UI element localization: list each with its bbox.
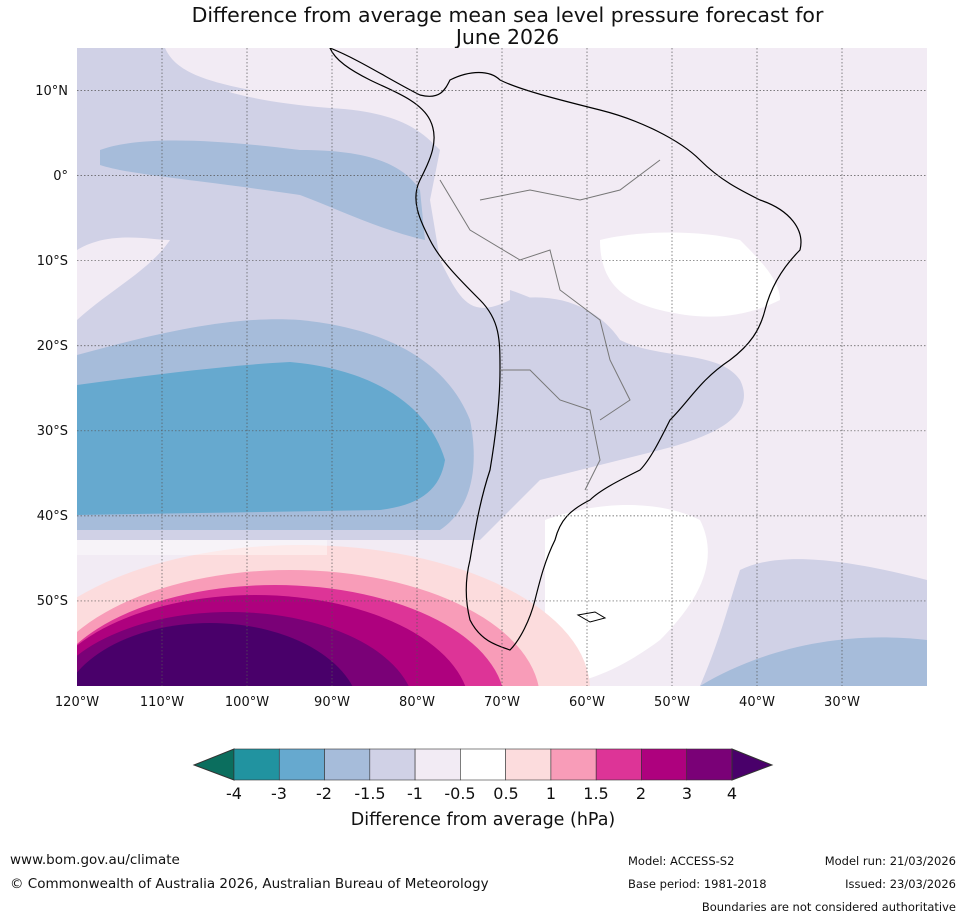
lon-label: 40°W bbox=[739, 695, 775, 710]
colorbar-cell bbox=[550, 748, 597, 781]
lon-label: 30°W bbox=[824, 695, 860, 710]
field-patch-a bbox=[77, 48, 250, 110]
colorbar-cell bbox=[686, 748, 733, 781]
field-brazil-neutral bbox=[600, 232, 780, 317]
colorbar-cell bbox=[505, 748, 552, 781]
field-neutral-strip bbox=[77, 540, 327, 555]
map-field bbox=[77, 48, 927, 686]
lat-label: 10°S bbox=[37, 254, 68, 269]
colorbar-tick: -4 bbox=[226, 784, 242, 803]
colorbar-tick: -3 bbox=[271, 784, 287, 803]
lon-label: 60°W bbox=[569, 695, 605, 710]
field-continent-neg bbox=[510, 290, 650, 440]
lon-label: 90°W bbox=[314, 695, 350, 710]
lon-label: 70°W bbox=[484, 695, 520, 710]
field-band-neg2-equator bbox=[100, 140, 425, 240]
lat-label: 20°S bbox=[37, 339, 68, 354]
lon-label: 50°W bbox=[654, 695, 690, 710]
lon-label: 100°W bbox=[225, 695, 269, 710]
longitude-labels: 120°W 110°W 100°W 90°W 80°W 70°W 60°W 50… bbox=[55, 695, 860, 710]
colorbar-ticks: -4 -3 -2 -1.5 -1 -0.5 0.5 1 1.5 2 3 4 bbox=[226, 784, 737, 803]
coastline-falklands bbox=[576, 611, 607, 623]
footer-base-period: Base period: 1981-2018 bbox=[628, 877, 767, 891]
colorbar-tick: -1.5 bbox=[354, 784, 385, 803]
lat-label: 30°S bbox=[37, 424, 68, 439]
lat-label: 50°S bbox=[37, 594, 68, 609]
title-line-1: Difference from average mean sea level p… bbox=[191, 3, 824, 27]
coastline-south-america bbox=[329, 48, 802, 651]
lat-label: 0° bbox=[53, 169, 68, 184]
colorbar-cell bbox=[324, 748, 371, 781]
field-atlantic-neutral bbox=[545, 505, 708, 686]
lon-label: 80°W bbox=[399, 695, 435, 710]
lon-label: 110°W bbox=[140, 695, 184, 710]
colorbar-tick: 3 bbox=[682, 784, 692, 803]
country-borders-south bbox=[500, 369, 601, 491]
country-borders bbox=[439, 179, 631, 421]
lat-label: 40°S bbox=[37, 509, 68, 524]
colorbar-title: Difference from average (hPa) bbox=[351, 810, 616, 830]
gridlines bbox=[77, 48, 927, 686]
colorbar-cell bbox=[278, 748, 325, 781]
footer-model-run: Model run: 21/03/2026 bbox=[824, 854, 956, 868]
colorbar-max-arrow bbox=[731, 748, 774, 781]
colorbar-tick: -2 bbox=[316, 784, 332, 803]
field-pos-4 bbox=[77, 623, 353, 686]
colorbar-tick: 4 bbox=[727, 784, 737, 803]
footer-disclaimer: Boundaries are not considered authoritat… bbox=[701, 900, 956, 914]
footer-url[interactable]: www.bom.gov.au/climate bbox=[10, 852, 180, 868]
field-band-neg3 bbox=[77, 362, 445, 515]
lon-label: 120°W bbox=[55, 695, 99, 710]
map-title: Difference from average mean sea level p… bbox=[0, 4, 965, 48]
colorbar-cell bbox=[641, 748, 688, 781]
footer-copyright: © Commonwealth of Australia 2026, Austra… bbox=[10, 876, 489, 892]
footer-issued: Issued: 23/03/2026 bbox=[845, 877, 956, 891]
colorbar-tick: 1.5 bbox=[583, 784, 608, 803]
field-patch-neg1 bbox=[77, 48, 170, 320]
colorbar-tick: 1 bbox=[546, 784, 556, 803]
colorbar-cell bbox=[595, 748, 642, 781]
colorbar-min-arrow bbox=[192, 748, 235, 781]
colorbar-tick: -1 bbox=[407, 784, 423, 803]
footer-model: Model: ACCESS-S2 bbox=[628, 854, 735, 868]
country-borders-north bbox=[479, 159, 661, 201]
colorbar-tick: 0.5 bbox=[493, 784, 518, 803]
title-line-2: June 2026 bbox=[455, 25, 560, 49]
field-atlantic-neg2 bbox=[700, 637, 927, 686]
lat-label: 10°N bbox=[35, 84, 68, 99]
colorbar-cell bbox=[460, 748, 506, 781]
latitude-labels: 10°N 0° 10°S 20°S 30°S 40°S 50°S bbox=[35, 84, 68, 609]
colorbar-cell bbox=[369, 748, 416, 781]
colorbar-tick: -0.5 bbox=[444, 784, 475, 803]
colorbar-cell bbox=[414, 748, 461, 781]
colorbar-tick: 2 bbox=[636, 784, 646, 803]
colorbar-cell bbox=[233, 748, 280, 781]
colorbar bbox=[192, 748, 774, 781]
